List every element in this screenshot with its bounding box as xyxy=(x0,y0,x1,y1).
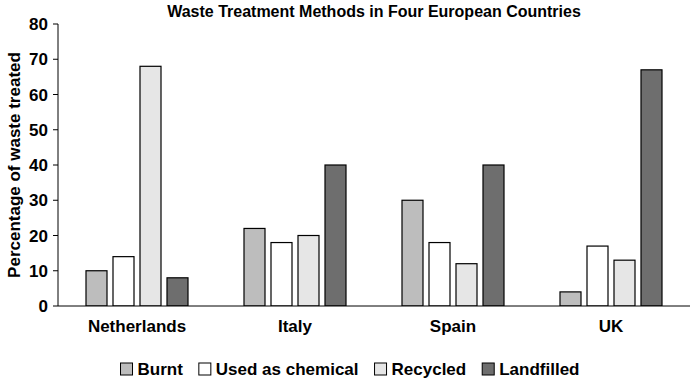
y-tick-label: 50 xyxy=(29,121,48,140)
legend-label: Landfilled xyxy=(499,360,579,379)
x-tick-label: Spain xyxy=(430,317,476,336)
y-tick xyxy=(53,165,58,166)
x-tick-label: Italy xyxy=(278,317,313,336)
x-axis-line xyxy=(58,306,690,307)
bar xyxy=(483,165,504,306)
bars xyxy=(86,66,662,306)
y-axis-label: Percentage of waste treated xyxy=(5,52,24,278)
y-tick xyxy=(53,306,58,307)
y-tick-label: 60 xyxy=(29,86,48,105)
bar xyxy=(167,278,188,306)
y-tick xyxy=(53,24,58,25)
bar xyxy=(140,66,161,306)
chart-title: Waste Treatment Methods in Four European… xyxy=(167,3,581,20)
y-tick-label: 0 xyxy=(39,297,48,316)
legend-label: Used as chemical xyxy=(216,360,359,379)
legend-swatch xyxy=(482,363,494,375)
y-axis-line xyxy=(58,24,59,306)
bar xyxy=(86,271,107,306)
legend-swatch xyxy=(121,363,133,375)
bar xyxy=(113,257,134,306)
bar xyxy=(429,243,450,306)
y-tick-label: 20 xyxy=(29,227,48,246)
y-tick xyxy=(53,270,58,271)
bar xyxy=(614,260,635,306)
chart-container: Waste Treatment Methods in Four European… xyxy=(0,0,700,390)
y-tick-label: 30 xyxy=(29,191,48,210)
legend-swatch xyxy=(199,363,211,375)
bar xyxy=(271,243,292,306)
y-tick xyxy=(53,129,58,130)
bar xyxy=(325,165,346,306)
y-tick xyxy=(53,59,58,60)
y-tick xyxy=(53,94,58,95)
legend: Burnt Used as chemical Recycled Landfilled xyxy=(121,360,580,379)
chart-svg: Waste Treatment Methods in Four European… xyxy=(0,0,700,390)
y-tick-label: 10 xyxy=(29,262,48,281)
y-tick-label: 80 xyxy=(29,15,48,34)
legend-swatch xyxy=(375,363,387,375)
bar xyxy=(456,264,477,306)
bar xyxy=(560,292,581,306)
y-tick-label: 70 xyxy=(29,50,48,69)
x-tick-label: UK xyxy=(599,317,624,336)
legend-label: Burnt xyxy=(138,360,184,379)
y-tick xyxy=(53,235,58,236)
bar xyxy=(244,228,265,306)
bar xyxy=(298,236,319,307)
legend-label: Recycled xyxy=(392,360,467,379)
bar xyxy=(402,200,423,306)
bar xyxy=(587,246,608,306)
bar xyxy=(641,70,662,306)
y-tick-label: 40 xyxy=(29,156,48,175)
x-tick-label: Netherlands xyxy=(88,317,186,336)
y-tick xyxy=(53,200,58,201)
